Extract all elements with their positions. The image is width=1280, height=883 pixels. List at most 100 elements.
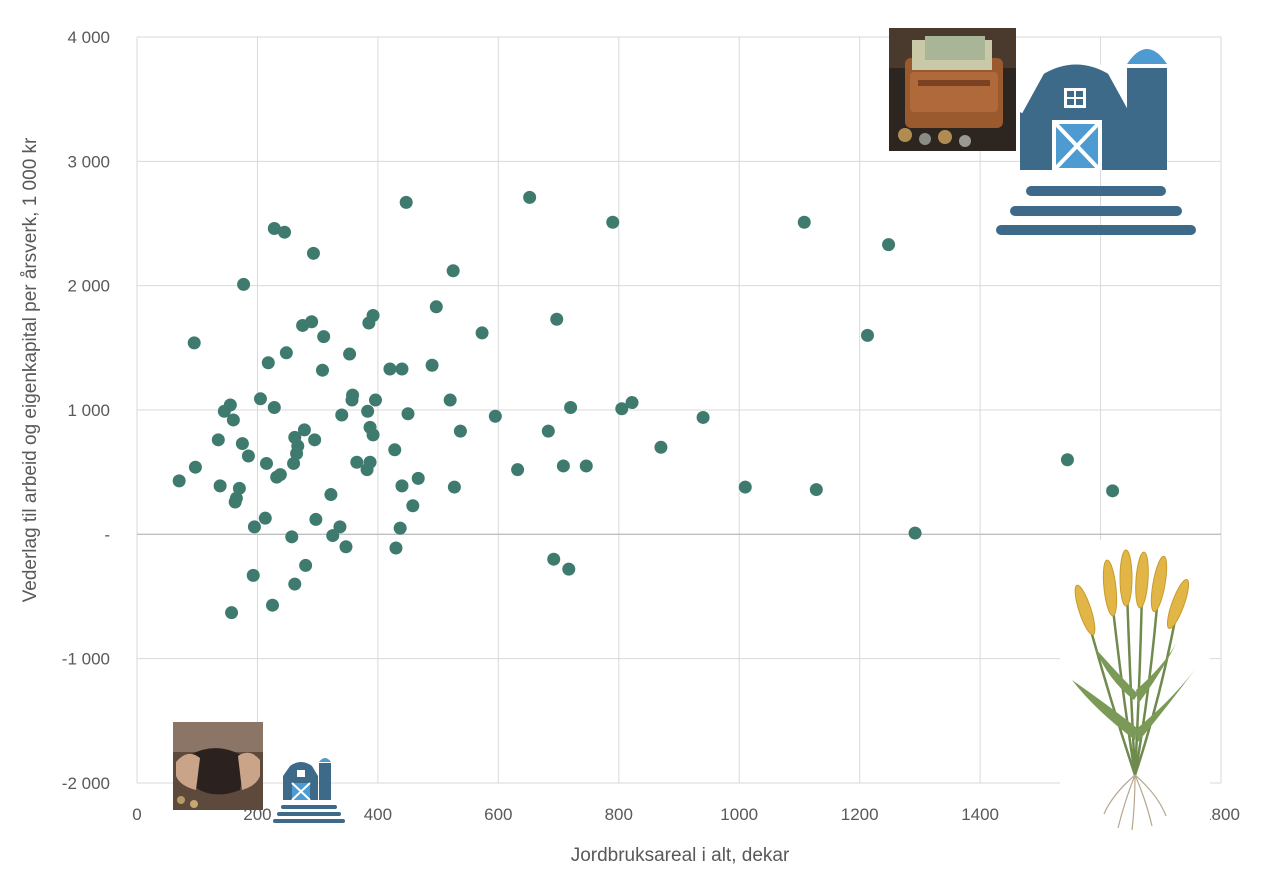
data-point [267, 401, 281, 415]
data-point [401, 407, 415, 421]
data-point [343, 347, 357, 361]
barn-silo-icon [996, 49, 1196, 235]
data-point [266, 598, 279, 612]
data-point [213, 479, 227, 493]
wheat-plant-icon [1060, 540, 1210, 840]
y-tick-label: -1 000 [62, 650, 110, 669]
y-tick-label: - [104, 525, 110, 544]
data-point [547, 552, 561, 566]
x-tick-label: 800 [605, 805, 633, 824]
x-tick-label: 1400 [961, 805, 999, 824]
data-point [309, 512, 323, 526]
data-point [606, 215, 620, 229]
data-point [388, 443, 402, 457]
y-tick-label: 2 000 [67, 277, 110, 296]
data-point [335, 408, 349, 422]
x-tick-label: 1200 [841, 805, 879, 824]
data-point [324, 488, 338, 502]
y-tick-label: 3 000 [67, 152, 110, 171]
data-point [541, 424, 555, 438]
data-point [696, 410, 710, 424]
data-point [654, 440, 668, 454]
data-point [261, 356, 275, 370]
data-points [172, 190, 1120, 620]
data-point [1106, 484, 1120, 498]
data-point [488, 409, 502, 423]
data-point [809, 483, 823, 497]
data-point [446, 264, 460, 278]
data-point [363, 455, 377, 469]
data-point [306, 246, 320, 260]
data-point [523, 190, 537, 204]
data-point [288, 577, 302, 591]
data-point [399, 195, 413, 209]
data-point [273, 468, 287, 482]
data-point [453, 424, 467, 438]
data-point [389, 541, 403, 555]
data-point [285, 530, 299, 544]
x-tick-label: 600 [484, 805, 512, 824]
x-tick-label: 0 [132, 805, 141, 824]
data-point [229, 491, 243, 505]
data-point [860, 328, 874, 342]
data-point [232, 481, 246, 495]
data-point [550, 312, 564, 326]
data-point [188, 460, 202, 474]
data-point [447, 480, 461, 494]
x-axis-title: Jordbruksareal i alt, dekar [571, 845, 790, 866]
data-point [368, 393, 382, 407]
data-point [305, 315, 319, 329]
data-point [395, 479, 409, 493]
data-point [267, 221, 281, 235]
data-point [287, 456, 301, 470]
data-point [361, 404, 375, 418]
data-point [259, 456, 273, 470]
data-point [579, 459, 593, 473]
data-point [187, 336, 201, 350]
y-tick-label: -2 000 [62, 774, 110, 793]
data-point [211, 433, 225, 447]
data-point [297, 423, 311, 437]
data-point [383, 362, 397, 376]
data-point [237, 277, 251, 291]
y-tick-label: 1 000 [67, 401, 110, 420]
data-point [366, 309, 380, 323]
wallet-cash-icon [889, 28, 1016, 151]
data-point [475, 326, 489, 340]
data-point [308, 433, 322, 447]
data-point [291, 439, 305, 453]
data-point [443, 393, 457, 407]
data-point [429, 300, 443, 314]
data-point [350, 455, 364, 469]
data-point [393, 521, 407, 535]
data-point [235, 437, 249, 451]
data-point [333, 520, 347, 534]
data-point [908, 526, 922, 540]
empty-wallet-icon [173, 722, 263, 810]
data-point [411, 471, 425, 485]
data-point [406, 499, 420, 513]
data-point [253, 392, 267, 406]
data-point [246, 568, 260, 582]
data-point [556, 459, 570, 473]
data-point [882, 238, 896, 252]
data-point [317, 330, 331, 344]
data-point [395, 362, 409, 376]
y-tick-label: 4 000 [67, 28, 110, 47]
x-tick-label: 400 [364, 805, 392, 824]
data-point [326, 529, 340, 543]
data-point [511, 463, 525, 477]
data-point [625, 396, 639, 410]
data-point [615, 402, 629, 416]
data-point [315, 363, 329, 377]
data-point [172, 474, 186, 488]
data-point [241, 449, 255, 463]
data-point [299, 558, 313, 572]
data-point [562, 562, 576, 576]
data-point [797, 215, 811, 229]
data-point [225, 606, 239, 620]
data-point [564, 401, 578, 415]
data-point [339, 540, 353, 554]
